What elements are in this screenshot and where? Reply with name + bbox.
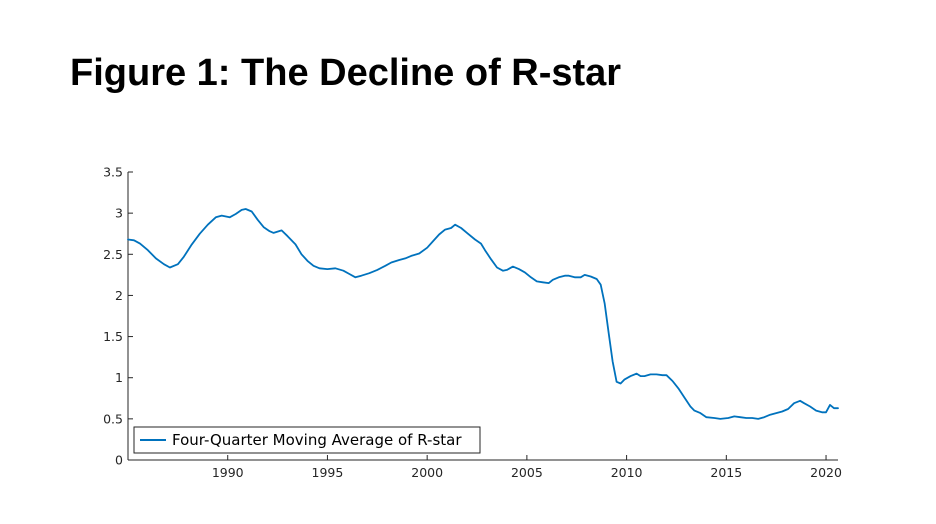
y-tick-label: 2.5 [103, 247, 123, 262]
y-tick-label: 1 [115, 370, 123, 385]
x-tick-label: 1995 [312, 465, 344, 480]
x-tick-label: 2020 [810, 465, 842, 480]
chart-legend: Four-Quarter Moving Average of R-star [133, 426, 481, 454]
x-tick-label: 2000 [411, 465, 443, 480]
y-tick-label: 0.5 [103, 411, 123, 426]
y-tick-label: 2 [115, 288, 123, 303]
chart-axes: 0 0.5 1 1.5 2 2.5 3 3.5 1990 1995 2000 2005 2010 2015… [103, 165, 842, 481]
y-tick-label: 1.5 [103, 329, 123, 344]
x-tick-label: 2015 [710, 465, 742, 480]
x-tick-label: 1990 [212, 465, 244, 480]
y-tick-label: 0 [115, 453, 123, 468]
chart-series [127, 208, 839, 420]
x-tick-label: 2005 [511, 465, 543, 480]
legend-box [133, 426, 481, 454]
y-tick-label: 3.5 [103, 165, 123, 180]
legend-label: Four-Quarter Moving Average of R-star [172, 431, 462, 449]
series-line [127, 208, 839, 420]
y-tick-label: 3 [115, 206, 123, 221]
x-tick-label: 2010 [611, 465, 643, 480]
slide-title: Figure 1: The Decline of R-star [70, 52, 622, 94]
